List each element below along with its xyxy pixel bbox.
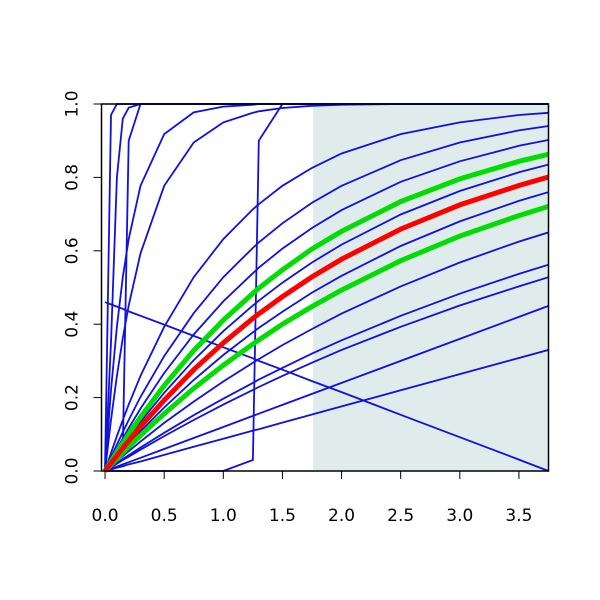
curve <box>104 125 549 472</box>
x-tick-label: 1.0 <box>210 506 237 526</box>
x-tick-label: 1.5 <box>269 506 296 526</box>
plot-frame <box>100 103 550 472</box>
curve <box>104 349 549 472</box>
x-tick-label: 0.5 <box>151 506 178 526</box>
y-tick-label: 0.2 <box>63 384 83 411</box>
y-tick-label: 0.6 <box>63 237 83 264</box>
curve <box>104 305 549 472</box>
curve <box>104 111 549 472</box>
y-tick-label: 0.4 <box>63 311 83 338</box>
y-tick-label: 0.8 <box>63 164 83 191</box>
x-tick-label: 3.5 <box>505 506 532 526</box>
curve <box>103 204 549 473</box>
y-tick-label: 0.0 <box>63 457 83 484</box>
curve <box>104 276 549 472</box>
x-tick-label: 3.0 <box>446 506 473 526</box>
y-tick-label: 1.0 <box>63 90 83 117</box>
x-tick-label: 2.5 <box>387 506 414 526</box>
x-tick-label: 0.0 <box>92 506 119 526</box>
x-tick-label: 2.0 <box>328 506 355 526</box>
curve <box>103 174 549 473</box>
curve <box>102 151 549 473</box>
